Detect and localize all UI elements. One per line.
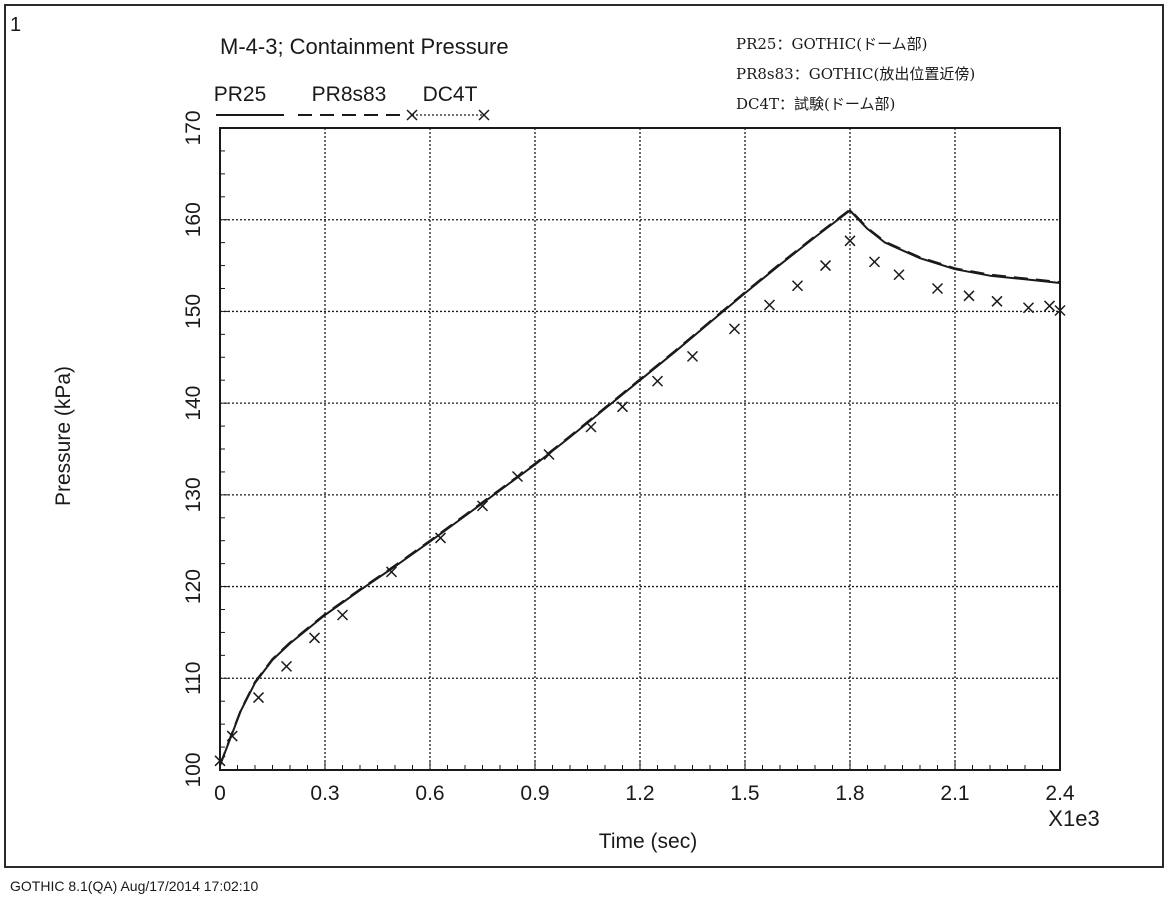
data-point-dc4t bbox=[1043, 300, 1056, 312]
y-tick-label: 160 bbox=[182, 202, 205, 237]
data-point-dc4t bbox=[336, 609, 349, 621]
x-mark-stroke bbox=[336, 609, 349, 621]
data-point-dc4t bbox=[991, 295, 1003, 307]
data-point-dc4t bbox=[308, 632, 321, 644]
data-point-dc4t bbox=[543, 448, 555, 461]
x-mark-stroke bbox=[252, 692, 265, 704]
data-point-dc4t bbox=[651, 375, 664, 387]
y-tick-label: 100 bbox=[182, 752, 205, 787]
data-point-dc4t bbox=[963, 290, 975, 302]
y-tick-label: 120 bbox=[182, 569, 205, 604]
x-mark-stroke bbox=[819, 260, 832, 272]
legend-marker-dc4t bbox=[478, 109, 490, 121]
x-mark-stroke bbox=[406, 109, 418, 121]
x-mark-stroke bbox=[478, 109, 490, 121]
footer-stamp: GOTHIC 8.1(QA) Aug/17/2014 17:02:10 bbox=[10, 878, 259, 894]
x-mark-stroke bbox=[686, 350, 699, 362]
y-tick-label: 150 bbox=[182, 294, 205, 329]
x-mark-stroke bbox=[308, 632, 321, 644]
x-mark-stroke bbox=[963, 290, 975, 302]
data-point-dc4t bbox=[893, 269, 905, 281]
data-point-dc4t bbox=[686, 350, 699, 362]
y-tick-label: 130 bbox=[182, 477, 205, 512]
data-point-dc4t bbox=[616, 401, 629, 413]
legend-label-pr8s83: PR8s83 bbox=[312, 83, 387, 106]
x-mark-stroke bbox=[931, 282, 944, 295]
x-mark-stroke bbox=[476, 500, 489, 512]
data-point-dc4t bbox=[511, 470, 524, 483]
y-tick-label: 140 bbox=[182, 386, 205, 421]
x-mark-stroke bbox=[585, 421, 597, 433]
x-mark-stroke bbox=[728, 323, 741, 335]
y-tick-label: 170 bbox=[182, 110, 205, 145]
data-point-dc4t bbox=[280, 660, 293, 672]
x-tick-label: 1.8 bbox=[835, 782, 864, 805]
x-mark-stroke bbox=[616, 401, 629, 413]
legend-marker-dc4t bbox=[406, 109, 418, 121]
legend-label-pr25: PR25 bbox=[214, 83, 267, 106]
x-tick-label: 1.2 bbox=[625, 782, 654, 805]
data-point-dc4t bbox=[868, 256, 881, 268]
data-point-dc4t bbox=[1054, 304, 1066, 317]
chart-title: M-4-3; Containment Pressure bbox=[220, 34, 509, 59]
x-mark-stroke bbox=[844, 235, 856, 247]
x-mark-stroke bbox=[763, 299, 776, 311]
data-point-dc4t bbox=[844, 235, 856, 247]
y-axis-label: Pressure (kPa) bbox=[52, 366, 75, 506]
plot-frame bbox=[4, 4, 1164, 868]
data-point-dc4t bbox=[476, 500, 489, 512]
x-axis-label: Time (sec) bbox=[599, 830, 697, 853]
data-point-dc4t bbox=[252, 692, 265, 704]
x-mark-stroke bbox=[1054, 304, 1066, 317]
x-mark-stroke bbox=[868, 256, 881, 268]
x-tick-label: 1.5 bbox=[730, 782, 759, 805]
x-mark-stroke bbox=[893, 269, 905, 281]
plot-area-frame bbox=[219, 127, 1061, 771]
x-mark-stroke bbox=[991, 295, 1003, 307]
x-mark-stroke bbox=[280, 660, 293, 672]
x-mark-stroke bbox=[434, 532, 447, 544]
y-tick-label: 110 bbox=[182, 662, 205, 695]
series-line-pr8s83 bbox=[219, 208, 1061, 766]
x-tick-label: 0.9 bbox=[520, 782, 549, 805]
data-point-dc4t bbox=[763, 299, 776, 311]
data-point-dc4t bbox=[819, 260, 832, 272]
data-point-dc4t bbox=[385, 566, 398, 578]
x-mark-stroke bbox=[1022, 302, 1035, 314]
data-point-dc4t bbox=[434, 532, 447, 544]
data-point-dc4t bbox=[791, 280, 804, 292]
data-point-dc4t bbox=[1022, 302, 1035, 314]
data-point-dc4t bbox=[214, 755, 226, 767]
data-point-dc4t bbox=[226, 730, 238, 742]
x-tick-label: 2.1 bbox=[940, 782, 969, 805]
legend-label-dc4t: DC4T bbox=[423, 83, 478, 106]
x-mark-stroke bbox=[511, 470, 524, 483]
x-multiplier-label: X1e3 bbox=[1048, 806, 1099, 831]
x-mark-stroke bbox=[385, 566, 398, 578]
data-point-dc4t bbox=[931, 282, 944, 295]
x-tick-label: 0.6 bbox=[415, 782, 444, 805]
x-tick-label: 0 bbox=[214, 782, 226, 805]
x-tick-label: 2.4 bbox=[1045, 782, 1075, 805]
note-pr25: PR25：GOTHIC(ドーム部) bbox=[736, 35, 928, 53]
x-mark-stroke bbox=[791, 280, 804, 292]
x-mark-stroke bbox=[214, 755, 226, 767]
plot-number: 1 bbox=[10, 14, 22, 36]
x-mark-stroke bbox=[1043, 300, 1056, 312]
data-point-dc4t bbox=[585, 421, 597, 433]
x-mark-stroke bbox=[543, 448, 555, 461]
note-pr8s83: PR8s83：GOTHIC(放出位置近傍) bbox=[736, 65, 976, 83]
note-dc4t: DC4T：試験(ドーム部) bbox=[736, 95, 896, 113]
x-mark-stroke bbox=[651, 375, 664, 387]
x-mark-stroke bbox=[226, 730, 238, 742]
x-tick-label: 0.3 bbox=[310, 782, 339, 805]
data-point-dc4t bbox=[728, 323, 741, 335]
